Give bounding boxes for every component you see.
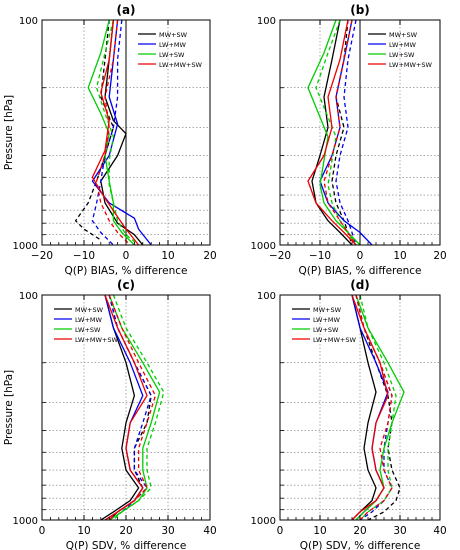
y-tick-label: 100 [19, 291, 38, 302]
y-tick-label: 100 [257, 16, 276, 27]
series-line-lw-sw-solid [108, 295, 161, 520]
chart-panel-c: 0 10 20 30 40 100 1000 Q(P) SDV, % difference Pr… [3, 278, 217, 550]
series-line-lw-sw-dashed [95, 20, 140, 245]
x-tick-label: 30 [393, 525, 406, 537]
legend-entry: LW+MW+SW [313, 336, 357, 344]
x-tick-label: 40 [433, 525, 446, 537]
legend-entry: LW+MW [389, 41, 417, 49]
legend-entry: LW+MW [75, 316, 103, 324]
x-tick-label: 0 [277, 525, 284, 537]
x-tick-label: −20 [269, 250, 291, 262]
series-line-lw-mw-dashed [91, 20, 123, 245]
series-line-lw-sw-dashed [112, 295, 165, 520]
legend-entry: MW+SW [389, 31, 418, 39]
x-axis-label: Q(P) BIAS, % difference [299, 265, 422, 277]
legend: MW+SW LW+MW LW+SW LW+MW+SW [292, 306, 357, 344]
x-tick-label: 0 [39, 525, 46, 537]
x-tick-label: 20 [119, 525, 132, 537]
legend-entry: LW+MW+SW [389, 61, 433, 69]
series-line-lw-mw-sw-dashed [95, 20, 131, 245]
x-tick-label: 10 [393, 250, 406, 262]
series-line-lw-sw-solid [87, 20, 135, 245]
x-tick-label: 10 [161, 250, 174, 262]
series-group [351, 295, 405, 520]
legend-entry: MW+SW [313, 306, 342, 314]
x-tick-label: 0 [123, 250, 130, 262]
legend-entry: LW+SW [159, 51, 185, 59]
y-tick-label: 1000 [251, 241, 276, 252]
y-tick-label: 100 [19, 16, 38, 27]
x-tick-label: 10 [77, 525, 90, 537]
x-tick-label: 10 [313, 525, 326, 537]
x-tick-label: 0 [357, 250, 364, 262]
x-axis-label: Q(P) SDV, % difference [300, 540, 421, 550]
legend-entry: MW+SW [75, 306, 104, 314]
panel-label: (b) [350, 3, 370, 17]
series-group [74, 20, 152, 245]
series-line-lw-sw-solid [307, 20, 361, 245]
legend: MW+SW LW+MW LW+SW LW+MW+SW [368, 31, 433, 69]
series-line-mw-sw-solid [351, 295, 377, 520]
y-tick-label: 100 [257, 291, 276, 302]
series-line-mw-sw-dashed [74, 20, 115, 241]
panel-label: (c) [117, 278, 135, 292]
legend-entry: LW+SW [75, 326, 101, 334]
panel-label: (a) [116, 3, 135, 17]
y-axis-label: Pressure [hPa] [3, 95, 15, 170]
legend-entry: LW+MW [313, 316, 341, 324]
x-tick-label: 40 [203, 525, 216, 537]
x-axis-label: Q(P) BIAS, % difference [65, 265, 188, 277]
series-line-lw-mw-dashed [355, 295, 393, 520]
series-line-lw-mw-sw-solid [351, 295, 389, 520]
series-group [307, 20, 373, 245]
x-tick-label: 20 [433, 250, 446, 262]
series-line-mw-sw-solid [100, 20, 144, 245]
x-tick-label: 30 [161, 525, 174, 537]
legend-entry: MW+SW [159, 31, 188, 39]
series-line-lw-sw-dashed [315, 20, 357, 245]
legend: MW+SW LW+MW LW+SW LW+MW+SW [54, 306, 119, 344]
panel-label: (d) [350, 278, 370, 292]
series-line-lw-mw-dashed [335, 20, 357, 245]
x-tick-label: 20 [203, 250, 216, 262]
y-tick-label: 1000 [251, 516, 276, 527]
series-line-lw-mw-sw-solid [307, 20, 357, 245]
series-line-lw-sw-solid [355, 295, 405, 520]
grid [280, 295, 440, 520]
legend-entry: LW+MW+SW [75, 336, 119, 344]
y-axis-label: Pressure [hPa] [3, 370, 15, 445]
y-tick-label: 1000 [13, 241, 38, 252]
chart-panel-d: 0 10 20 30 40 100 1000 Q(P) SDV, % difference (d… [251, 278, 447, 550]
x-tick-label: −10 [73, 250, 95, 262]
series-line-mw-sw-solid [100, 295, 140, 520]
y-tick-label: 1000 [13, 516, 38, 527]
x-tick-label: −20 [31, 250, 53, 262]
series-group [100, 295, 165, 520]
x-tick-label: −10 [309, 250, 331, 262]
series-line-mw-sw-dashed [355, 295, 401, 520]
series-line-lw-mw-sw-dashed [323, 20, 357, 245]
legend-entry: LW+SW [313, 326, 339, 334]
x-tick-label: 20 [353, 525, 366, 537]
legend-entry: LW+MW [159, 41, 187, 49]
chart-panel-a: −20 −10 0 10 20 100 1000 Q(P) BIAS, % differenc… [3, 3, 217, 277]
legend-entry: LW+SW [389, 51, 415, 59]
legend-entry: LW+MW+SW [159, 61, 203, 69]
legend: MW+SW LW+MW LW+SW LW+MW+SW [138, 31, 203, 69]
series-line-lw-mw-sw-dashed [108, 295, 157, 520]
series-line-lw-mw-sw-solid [91, 20, 140, 245]
chart-panel-b: −20 −10 0 10 20 100 1000 Q(P) BIAS, % differenc… [251, 3, 447, 277]
series-line-lw-sw-dashed [359, 295, 397, 520]
series-line-lw-mw-sw-dashed [355, 295, 393, 520]
x-axis-label: Q(P) SDV, % difference [66, 540, 187, 550]
